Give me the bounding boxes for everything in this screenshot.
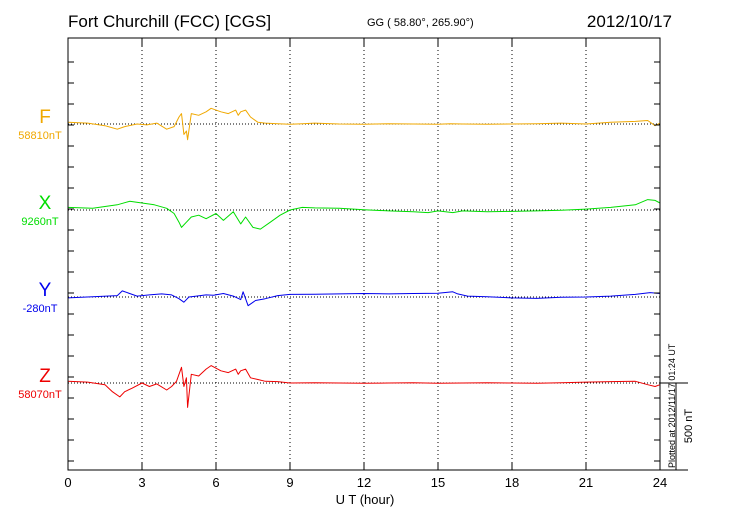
x-tick-label-18: 18 (505, 475, 519, 490)
scale-bar: 500 nT (660, 382, 695, 471)
chart-title: Fort Churchill (FCC) [CGS] (68, 12, 272, 31)
chart-date: 2012/10/17 (586, 12, 672, 31)
series-line-F (67, 107, 661, 141)
channel-name-F: F (39, 107, 51, 128)
channel-baseline-X: 9260nT (21, 216, 59, 228)
x-tick-label-0: 0 (64, 475, 71, 490)
x-tick-label-15: 15 (431, 475, 445, 490)
x-tick-label-3: 3 (138, 475, 145, 490)
grid-lines (141, 38, 587, 470)
scale-bar-label: 500 nT (683, 409, 695, 444)
series-line-X (67, 199, 661, 230)
plot-timestamp: Plotted at 2012/11/17 01:24 UT (667, 343, 677, 468)
channel-baseline-Z: 58070nT (18, 389, 62, 401)
series-layer (67, 107, 661, 408)
x-axis-label: U T (hour) (335, 492, 395, 507)
x-tick-label-6: 6 (212, 475, 219, 490)
x-tick-label-9: 9 (286, 475, 293, 490)
station-coordinates: GG ( 58.80°, 265.90°) (367, 17, 474, 29)
channel-baseline-Y: -280nT (22, 303, 58, 315)
x-tick-label-21: 21 (579, 475, 593, 490)
series-line-Y (67, 290, 661, 307)
channel-baseline-F: 58810nT (18, 130, 62, 142)
channel-name-Y: Y (38, 280, 52, 301)
x-tick-label-24: 24 (653, 475, 667, 490)
channel-name-X: X (38, 193, 52, 214)
x-tick-label-12: 12 (357, 475, 371, 490)
series-line-Z (67, 365, 661, 408)
axis-ticks: 0 3 6 9 12 15 18 21 24 (64, 38, 667, 490)
channel-name-Z: Z (39, 366, 51, 387)
